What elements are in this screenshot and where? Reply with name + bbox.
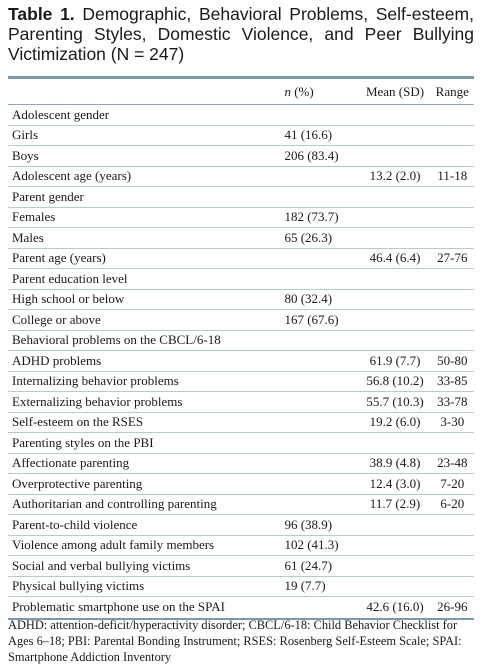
row-label: Adolescent age (years) [12, 168, 132, 184]
table-row: Adolescent age (years) 13.2 (2.0) 11-18 [8, 167, 474, 187]
row-label: Behavioral problems on the CBCL/6-18 [12, 332, 221, 348]
row-range: 50-80 [437, 352, 468, 368]
header-n-symbol: n [284, 84, 291, 99]
row-range: 7-20 [440, 475, 465, 491]
table-row: Behavioral problems on the CBCL/6-18 [8, 331, 474, 351]
row-mean-sd: 13.2 (2.0) [369, 168, 421, 184]
table-row: College or above 167 (67.6) [8, 310, 474, 331]
row-label: Parent-to-child violence [12, 516, 138, 532]
row-label: Parent education level [12, 270, 128, 286]
row-range: 3-30 [440, 414, 465, 430]
row-range: 23-48 [437, 455, 468, 471]
row-label: Self-esteem on the RSES [12, 414, 144, 430]
row-label: Externalizing behavior problems [12, 393, 183, 409]
row-range: 26-96 [437, 599, 468, 615]
table-row: Parent gender [8, 187, 474, 208]
table-row: High school or below 80 (32.4) [8, 290, 474, 310]
row-n-percent: 19 (7.7) [284, 578, 326, 594]
row-mean-sd: 11.7 (2.9) [369, 496, 421, 512]
row-n-percent: 96 (38.9) [284, 516, 333, 532]
table-row: Parent education level [8, 269, 474, 290]
table-caption-label: Table 1. [8, 4, 75, 24]
row-label: Violence among adult family members [12, 537, 215, 553]
table-row: Parent age (years) 46.4 (6.4) 27-76 [8, 249, 474, 269]
table-footnote: ADHD: attention-deficit/hyperactivity di… [8, 618, 462, 664]
table-caption-text: Demographic, Behavioral Problems, Self-e… [8, 4, 474, 64]
row-label: Girls [12, 127, 38, 143]
row-n-percent: 65 (26.3) [284, 229, 333, 245]
row-label: Affectionate parenting [12, 455, 130, 471]
row-range: 27-76 [437, 250, 468, 266]
row-label: Problematic smartphone use on the SPAI [12, 599, 225, 615]
row-n-percent: 182 (73.7) [284, 209, 339, 225]
table-row: Females 182 (73.7) [8, 208, 474, 228]
table-row: Problematic smartphone use on the SPAI 42… [8, 597, 474, 618]
row-mean-sd: 55.7 (10.3) [366, 393, 424, 409]
row-range: 6-20 [440, 496, 465, 512]
table-header-rule [8, 104, 474, 105]
row-label: College or above [12, 311, 101, 327]
table-row: Violence among adult family members 102 (… [8, 536, 474, 556]
row-mean-sd: 46.4 (6.4) [369, 250, 421, 266]
table-row: Parenting styles on the PBI [8, 433, 474, 454]
row-n-percent: 80 (32.4) [284, 291, 333, 307]
header-range: Range [435, 84, 469, 99]
table-row: Social and verbal bullying victims 61 (24… [8, 556, 474, 577]
header-n: n (%) [282, 84, 359, 100]
table-row: Affectionate parenting 38.9 (4.8) 23-48 [8, 454, 474, 474]
row-range: 33-78 [437, 393, 468, 409]
table-row: Overprotective parenting 12.4 (3.0) 7-20 [8, 474, 474, 495]
row-mean-sd: 12.4 (3.0) [369, 475, 421, 491]
table-row: Physical bullying victims 19 (7.7) [8, 577, 474, 597]
row-n-percent: 206 (83.4) [284, 147, 339, 163]
row-label: Parent gender [12, 188, 84, 204]
row-mean-sd: 61.9 (7.7) [369, 352, 421, 368]
table-row: Adolescent gender [8, 105, 474, 126]
row-n-percent: 102 (41.3) [284, 537, 339, 553]
row-label: Overprotective parenting [12, 475, 143, 491]
table-row: Boys 206 (83.4) [8, 146, 474, 167]
row-n-percent: 41 (16.6) [284, 127, 333, 143]
row-label: Internalizing behavior problems [12, 373, 179, 389]
data-table: n (%) Mean (SD) Range Adolescent gender G… [8, 76, 474, 620]
table-header-row: n (%) Mean (SD) Range [8, 80, 474, 104]
table-row: Self-esteem on the RSES 19.2 (6.0) 3-30 [8, 413, 474, 433]
table-row: Parent-to-child violence 96 (38.9) [8, 515, 474, 536]
row-n-percent: 167 (67.6) [284, 311, 339, 327]
row-range: 33-85 [437, 373, 468, 389]
table-row: Males 65 (26.3) [8, 228, 474, 249]
table-row: Authoritarian and controlling parenting 1… [8, 495, 474, 515]
row-mean-sd: 42.6 (16.0) [366, 599, 424, 615]
row-label: Males [12, 229, 44, 245]
table-row: ADHD problems 61.9 (7.7) 50-80 [8, 351, 474, 372]
row-range: 11-18 [437, 168, 468, 184]
row-label: Parent age (years) [12, 250, 106, 266]
table-caption: Table 1. Demographic, Behavioral Problem… [8, 4, 474, 64]
row-n-percent: 61 (24.7) [284, 557, 333, 573]
row-label: Parenting styles on the PBI [12, 434, 154, 450]
row-label: Adolescent gender [12, 106, 110, 122]
table-body: Adolescent gender Girls 41 (16.6) Boys 206 (… [8, 105, 474, 618]
row-label: ADHD problems [12, 352, 102, 368]
row-mean-sd: 38.9 (4.8) [369, 455, 421, 471]
table-row: Internalizing behavior problems 56.8 (10.… [8, 372, 474, 392]
row-label: Authoritarian and controlling parenting [12, 496, 217, 512]
row-label: Physical bullying victims [12, 578, 145, 594]
row-label: High school or below [12, 291, 125, 307]
row-label: Females [12, 209, 56, 225]
table-top-rule [8, 76, 474, 79]
row-mean-sd: 56.8 (10.2) [366, 373, 424, 389]
table-row: Girls 41 (16.6) [8, 126, 474, 146]
header-mean-sd: Mean (SD) [365, 84, 425, 99]
header-n-percent: (%) [290, 84, 314, 99]
row-label: Boys [12, 147, 39, 163]
row-label: Social and verbal bullying victims [12, 557, 191, 573]
row-mean-sd: 19.2 (6.0) [369, 414, 421, 430]
table-bottom-rule [8, 617, 474, 620]
table-row: Externalizing behavior problems 55.7 (10.… [8, 392, 474, 413]
